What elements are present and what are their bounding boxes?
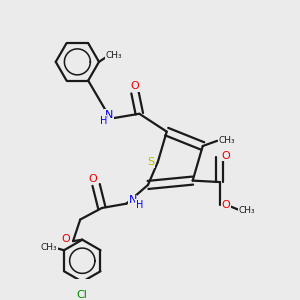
- Text: N: N: [128, 195, 137, 205]
- Text: N: N: [105, 110, 113, 120]
- Text: CH₃: CH₃: [106, 51, 123, 60]
- Text: O: O: [222, 200, 230, 210]
- Text: H: H: [136, 200, 143, 209]
- Text: CH₃: CH₃: [218, 136, 235, 145]
- Text: CH₃: CH₃: [239, 206, 255, 215]
- Text: O: O: [222, 151, 230, 160]
- Text: O: O: [61, 234, 70, 244]
- Text: H: H: [100, 116, 107, 126]
- Text: O: O: [88, 174, 97, 184]
- Text: Cl: Cl: [77, 290, 88, 300]
- Text: CH₃: CH₃: [41, 242, 57, 251]
- Text: S: S: [147, 157, 154, 167]
- Text: O: O: [130, 81, 140, 92]
